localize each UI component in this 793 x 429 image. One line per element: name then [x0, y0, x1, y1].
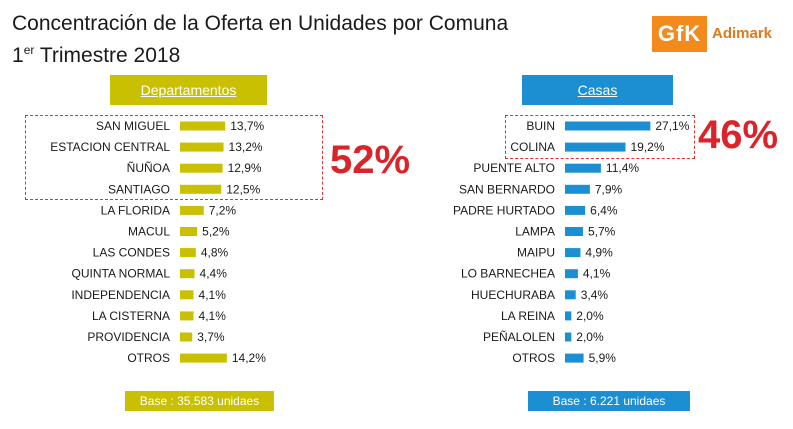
category-label-departamentos-4: LA FLORIDA [101, 203, 170, 217]
value-label-casas-5: 5,7% [588, 225, 616, 239]
category-label-departamentos-6: LAS CONDES [93, 246, 170, 260]
value-label-departamentos-8: 4,1% [199, 288, 227, 302]
value-label-departamentos-3: 12,5% [226, 182, 260, 196]
category-label-departamentos-7: QUINTA NORMAL [72, 267, 171, 281]
category-label-departamentos-0: SAN MIGUEL [96, 119, 170, 133]
category-label-casas-10: PEÑALOLEN [483, 330, 555, 344]
subtitle-ordinal-suffix: er [23, 43, 35, 57]
bar-casas-10 [565, 332, 572, 342]
bar-casas-2 [565, 163, 601, 173]
bar-departamentos-9 [180, 311, 194, 321]
category-label-casas-0: BUIN [526, 119, 555, 133]
category-label-departamentos-3: SANTIAGO [108, 182, 170, 196]
category-label-departamentos-1: ESTACION CENTRAL [50, 140, 170, 154]
bar-departamentos-8 [180, 290, 194, 300]
bar-casas-7 [565, 269, 578, 279]
value-label-departamentos-4: 7,2% [209, 203, 237, 217]
category-label-departamentos-2: ÑUÑOA [127, 161, 170, 175]
departamentos-top-total: 52% [330, 138, 411, 182]
bar-departamentos-11 [180, 353, 227, 363]
bar-departamentos-5 [180, 227, 198, 236]
bar-departamentos-2 [180, 163, 223, 173]
bar-casas-9 [565, 311, 572, 321]
bar-casas-6 [565, 248, 581, 258]
value-label-casas-1: 19,2% [630, 140, 664, 154]
category-label-casas-1: COLINA [510, 140, 555, 154]
value-label-departamentos-10: 3,7% [197, 330, 225, 344]
bar-departamentos-3 [180, 184, 222, 194]
value-label-casas-2: 11,4% [606, 161, 639, 175]
value-label-departamentos-2: 12,9% [228, 161, 262, 175]
bar-casas-3 [565, 184, 590, 194]
category-label-casas-3: SAN BERNARDO [459, 182, 555, 196]
gfk-logo-mark: GfK [652, 16, 707, 52]
bar-departamentos-10 [180, 332, 193, 342]
bar-casas-4 [565, 205, 586, 215]
bar-casas-8 [565, 290, 576, 300]
gfk-adimark-logo: GfK Adimark [652, 16, 773, 52]
chart-subtitle: 1er Trimestre 2018 [12, 38, 180, 68]
bar-casas-5 [565, 227, 583, 236]
value-label-casas-10: 2,0% [576, 330, 604, 344]
value-label-departamentos-7: 4,4% [200, 267, 228, 281]
bar-departamentos-1 [180, 142, 224, 152]
category-label-casas-4: PADRE HURTADO [453, 203, 555, 217]
category-label-casas-8: HUECHURABA [471, 288, 555, 302]
category-label-departamentos-5: MACUL [128, 225, 170, 239]
category-label-departamentos-10: PROVIDENCIA [87, 330, 170, 344]
departamentos-top-highlight [25, 115, 323, 200]
bar-departamentos-0 [180, 121, 226, 131]
casas-base-label: Base : 6.221 unidaes [528, 391, 690, 411]
category-label-casas-2: PUENTE ALTO [473, 161, 555, 175]
bar-casas-0 [565, 121, 651, 131]
category-label-departamentos-8: INDEPENDENCIA [71, 288, 170, 302]
value-label-departamentos-5: 5,2% [202, 225, 230, 239]
value-label-casas-11: 5,9% [589, 351, 617, 365]
category-label-casas-9: LA REINA [501, 309, 555, 323]
category-label-casas-5: LAMPA [515, 225, 555, 239]
subtitle-ordinal: 1 [12, 44, 24, 67]
departamentos-base-label: Base : 35.583 unidaes [125, 391, 274, 411]
category-label-departamentos-11: OTROS [127, 351, 170, 365]
chart-title: Concentración de la Oferta en Unidades p… [12, 12, 509, 35]
bar-departamentos-4 [180, 205, 204, 215]
casas-top-highlight [505, 115, 695, 159]
category-label-casas-11: OTROS [512, 351, 555, 365]
bar-departamentos-7 [180, 269, 195, 279]
value-label-casas-4: 6,4% [590, 203, 618, 217]
casas-top-total: 46% [698, 113, 779, 157]
value-label-departamentos-6: 4,8% [201, 246, 229, 260]
bar-departamentos-6 [180, 248, 196, 258]
value-label-casas-8: 3,4% [581, 288, 609, 302]
departamentos-panel-title: Departamentos [110, 75, 267, 105]
value-label-casas-6: 4,9% [585, 246, 613, 260]
value-label-casas-3: 7,9% [595, 182, 623, 196]
casas-panel-title: Casas [522, 75, 673, 105]
subtitle-period: Trimestre 2018 [34, 44, 181, 67]
bar-casas-1 [565, 142, 626, 152]
value-label-departamentos-9: 4,1% [199, 309, 227, 323]
category-label-casas-6: MAIPU [517, 246, 555, 260]
bar-casas-11 [565, 353, 584, 363]
value-label-departamentos-11: 14,2% [232, 351, 266, 365]
category-label-casas-7: LO BARNECHEA [461, 267, 555, 281]
value-label-departamentos-1: 13,2% [229, 140, 263, 154]
category-label-departamentos-9: LA CISTERNA [92, 309, 170, 323]
value-label-casas-9: 2,0% [576, 309, 604, 323]
adimark-logo-text: Adimark [712, 25, 773, 42]
value-label-casas-0: 27,1% [655, 119, 689, 133]
value-label-departamentos-0: 13,7% [230, 119, 264, 133]
value-label-casas-7: 4,1% [583, 267, 611, 281]
